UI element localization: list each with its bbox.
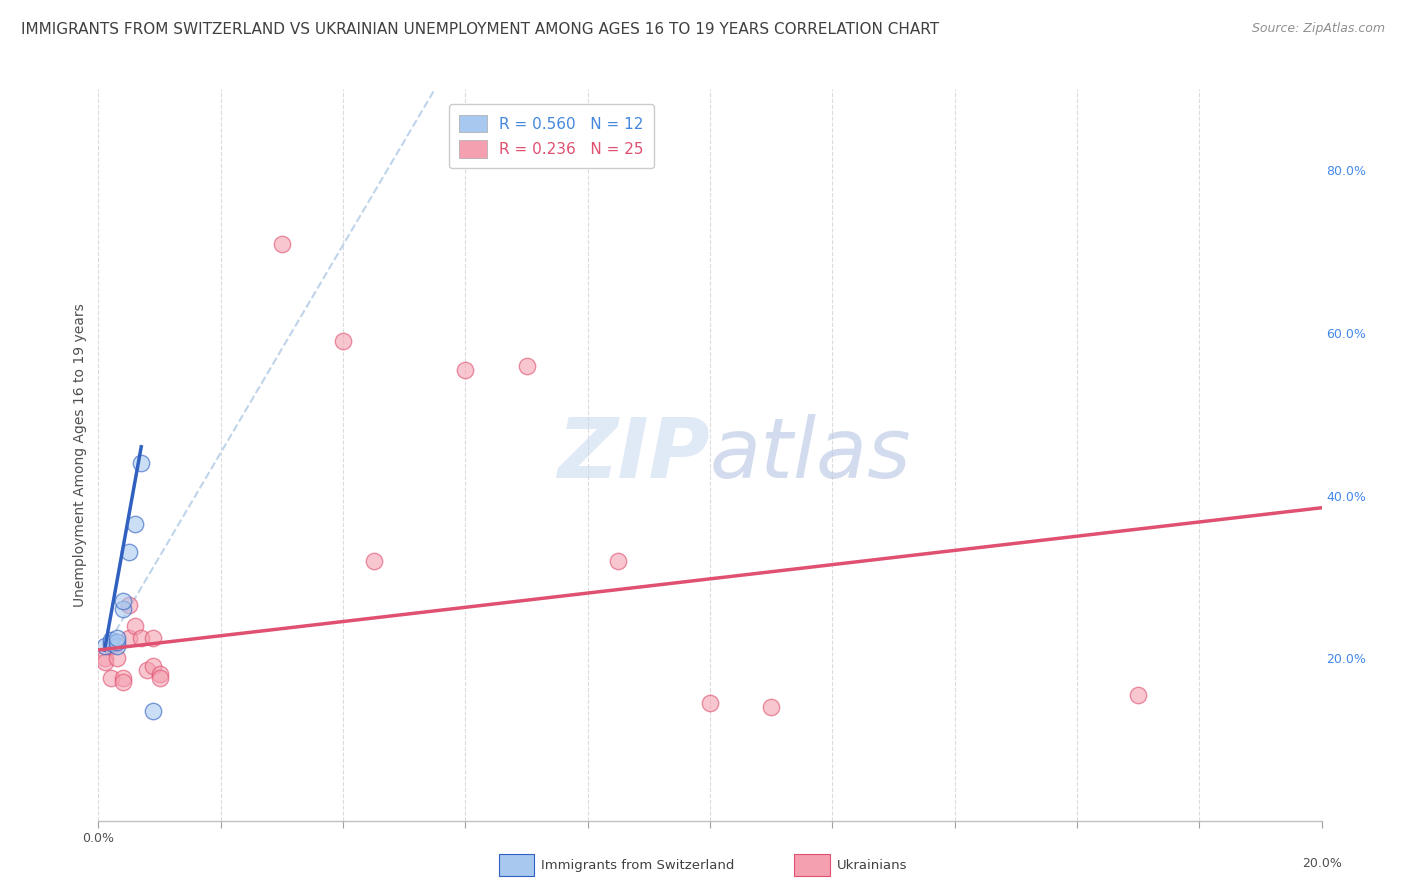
Point: [149, 667, 172, 681]
Text: atlas: atlas: [710, 415, 911, 495]
Point: [105, 651, 128, 665]
Text: IMMIGRANTS FROM SWITZERLAND VS UKRAINIAN UNEMPLOYMENT AMONG AGES 16 TO 19 YEARS : IMMIGRANTS FROM SWITZERLAND VS UKRAINIAN…: [21, 22, 939, 37]
Point: [100, 639, 122, 653]
Legend: R = 0.560   N = 12, R = 0.236   N = 25: R = 0.560 N = 12, R = 0.236 N = 25: [449, 104, 654, 169]
Point: [149, 672, 172, 686]
Point: [111, 594, 134, 608]
Point: [129, 456, 152, 470]
Point: [270, 236, 292, 251]
Text: Immigrants from Switzerland: Immigrants from Switzerland: [541, 859, 735, 871]
Point: [93, 655, 115, 669]
Point: [93, 639, 115, 653]
Point: [759, 699, 782, 714]
Text: 20.0%: 20.0%: [1302, 857, 1341, 871]
Point: [118, 599, 141, 613]
Point: [105, 635, 128, 649]
Point: [100, 636, 122, 650]
Point: [124, 618, 146, 632]
Point: [142, 631, 165, 645]
Point: [100, 672, 122, 686]
Point: [363, 553, 385, 567]
Point: [607, 553, 630, 567]
Point: [332, 334, 354, 348]
Point: [111, 675, 134, 690]
Text: Ukrainians: Ukrainians: [837, 859, 907, 871]
Point: [124, 516, 146, 531]
Text: ZIP: ZIP: [557, 415, 710, 495]
Point: [118, 545, 141, 559]
Point: [516, 359, 538, 373]
Y-axis label: Unemployment Among Ages 16 to 19 years: Unemployment Among Ages 16 to 19 years: [73, 303, 87, 607]
Point: [454, 362, 477, 376]
Point: [111, 672, 134, 686]
Point: [129, 631, 152, 645]
Point: [136, 663, 159, 677]
Point: [699, 696, 721, 710]
Point: [93, 651, 115, 665]
Point: [100, 633, 122, 648]
Point: [142, 659, 165, 673]
Point: [105, 631, 128, 645]
Point: [142, 704, 165, 718]
Point: [105, 639, 128, 653]
Point: [118, 631, 141, 645]
Text: Source: ZipAtlas.com: Source: ZipAtlas.com: [1251, 22, 1385, 36]
Point: [1128, 688, 1150, 702]
Point: [111, 602, 134, 616]
